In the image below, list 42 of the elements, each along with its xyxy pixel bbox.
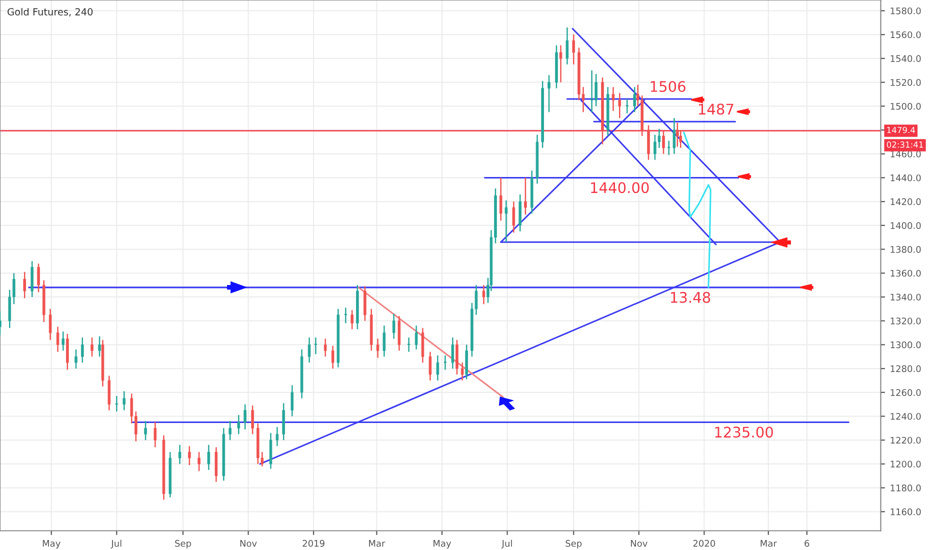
y-tick-label: 1240.0 [890, 412, 921, 420]
y-tick-label: 1160.0 [890, 508, 921, 516]
x-tick-label: Nov [240, 540, 257, 547]
y-tick-label: 1500.0 [890, 102, 921, 110]
y-tick-label: 1300.0 [890, 341, 921, 348]
y-tick-label: 1260.0 [890, 389, 921, 396]
y-tick-label: 1200.0 [890, 460, 921, 468]
x-tick-label: Mar [760, 540, 777, 547]
text: Gold Futures, 240 [8, 8, 93, 16]
x-tick-label: Sep [175, 540, 192, 549]
y-tick-label: 1360.0 [890, 270, 921, 277]
annotation: 1440.00 [591, 182, 649, 194]
y-tick-label: 1420.0 [890, 198, 921, 206]
x-tick-label: Mar [369, 540, 386, 547]
y-tick-label: 1580.0 [890, 7, 921, 14]
y-tick-label: 1380.0 [890, 246, 921, 253]
x-tick-label: May [42, 540, 60, 549]
y-tick-label: 1320.0 [890, 318, 921, 324]
y-tick-label: 1560.0 [890, 31, 921, 38]
x-tick-label: May [434, 540, 452, 549]
annotation: 13.48 [670, 292, 710, 303]
y-tick-label: 1540.0 [890, 55, 921, 62]
ref-line-label: 1479.4 [887, 126, 915, 134]
y-tick-label: 1220.0 [890, 436, 921, 444]
y-tick-label: 1400.0 [890, 222, 921, 229]
x-tick-label: Nov [630, 540, 648, 547]
x-tick-label: Jul [501, 540, 512, 548]
y-tick-label: 1460.0 [890, 150, 921, 158]
y-tick-label: 1340.0 [890, 294, 921, 301]
x-tick-label: 2019 [302, 540, 324, 547]
x-tick-label: 6 [804, 540, 810, 547]
annotation: 1487 [698, 104, 734, 115]
y-tick-label: 1280.0 [890, 365, 921, 372]
annotation: 1235.00 [715, 426, 773, 438]
x-tick-label: Jul [110, 540, 122, 548]
annotation: 1506 [650, 80, 686, 92]
y-tick-label: 1180.0 [890, 484, 921, 492]
y-tick-label: 1520.0 [890, 79, 921, 86]
x-tick-label: Sep [566, 540, 582, 549]
x-tick-label: 2020 [693, 540, 716, 547]
text: 02:31:41 [886, 141, 923, 148]
y-tick-label: 1440.0 [890, 174, 921, 182]
